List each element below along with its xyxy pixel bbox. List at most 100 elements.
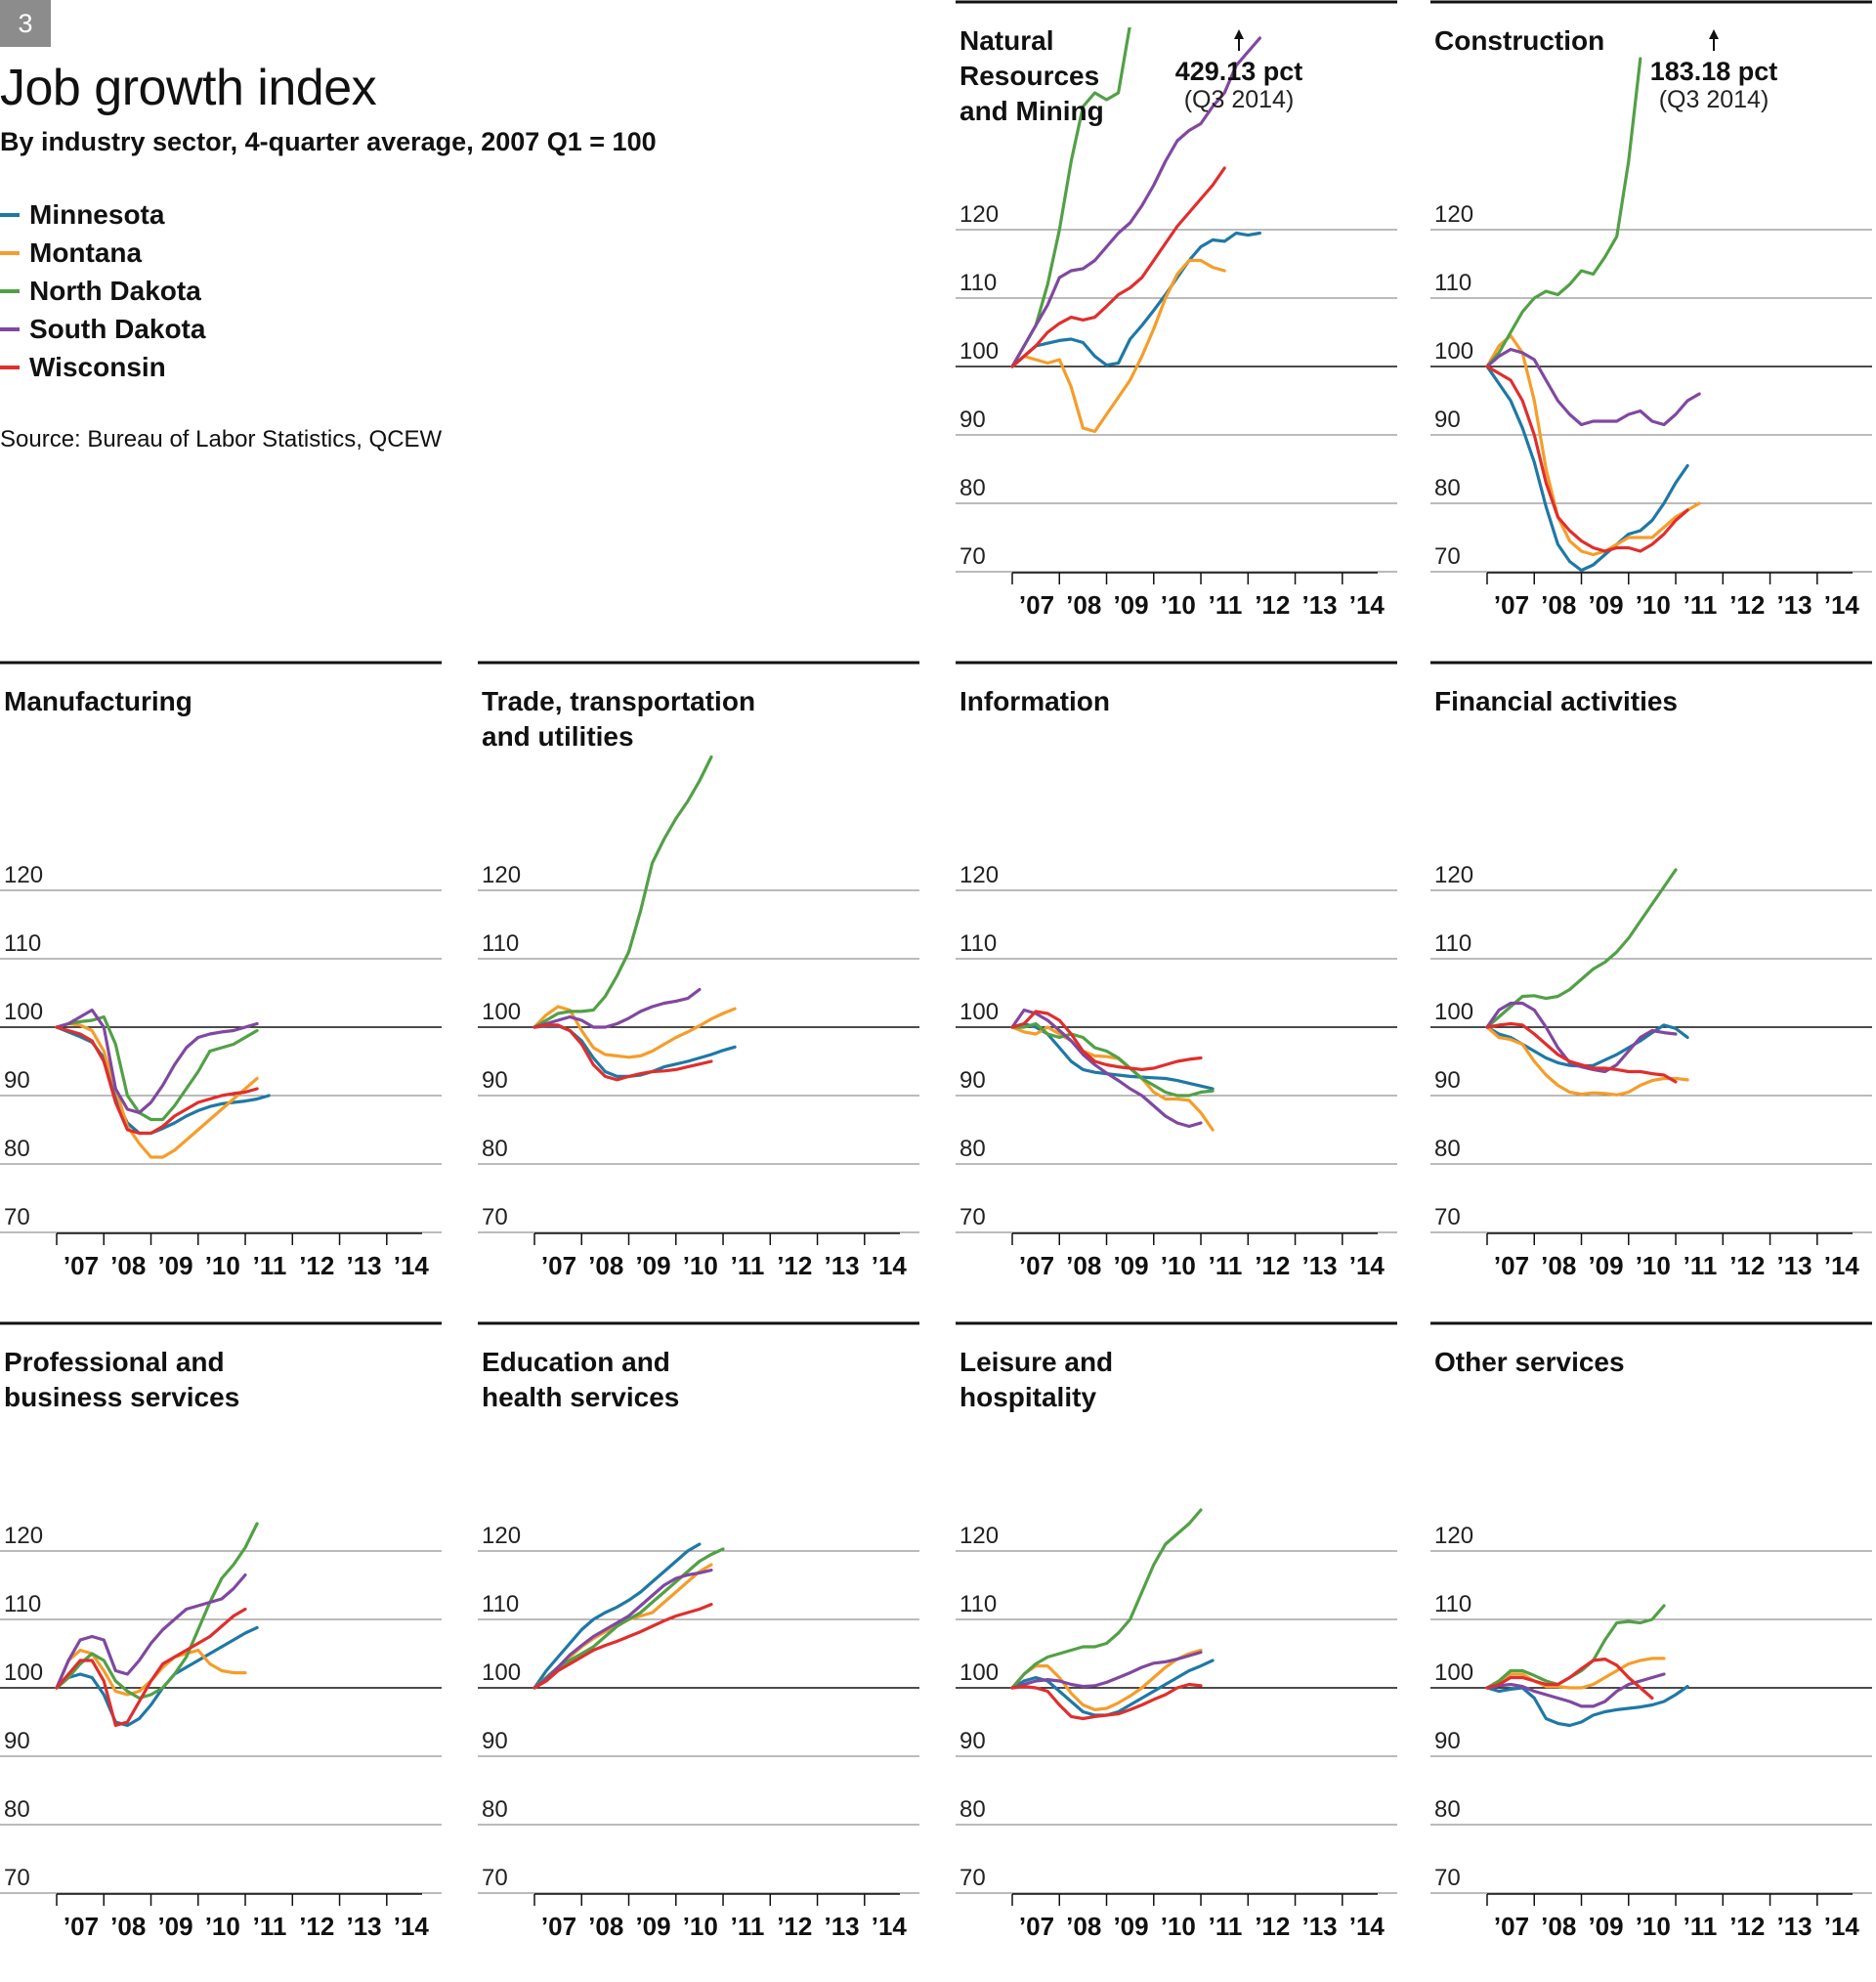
annotation-value: 429.13 pct: [1175, 57, 1303, 86]
y-tick-label: 80: [482, 1796, 508, 1823]
y-tick-label: 120: [1434, 201, 1473, 228]
x-tick-label: ’10: [205, 1251, 240, 1280]
x-tick-label: ’10: [683, 1912, 718, 1941]
x-tick-label: ’12: [1729, 1912, 1765, 1941]
y-tick-label: 80: [482, 1136, 508, 1162]
x-tick-label: ’14: [1824, 590, 1860, 620]
x-tick-label: ’14: [1349, 1251, 1386, 1280]
y-tick-label: 110: [959, 930, 997, 957]
x-tick-label: ’09: [1113, 1912, 1148, 1941]
y-tick-label: 100: [959, 338, 999, 365]
y-tick-label: 90: [1434, 1067, 1461, 1094]
y-tick-label: 70: [1434, 543, 1461, 570]
x-tick-label: ’12: [777, 1251, 812, 1280]
annotation-arrowhead: [1709, 29, 1719, 39]
x-tick-label: ’11: [1684, 1251, 1718, 1280]
x-tick-label: ’13: [346, 1912, 381, 1941]
series-line-minnesota: [533, 1542, 702, 1690]
series-line-wisconsin: [1485, 1658, 1654, 1701]
x-tick-label: ’13: [1776, 590, 1812, 620]
x-tick-label: ’10: [1161, 1912, 1196, 1941]
x-tick-label: ’12: [777, 1912, 812, 1941]
legend-item-south-dakota: South Dakota: [0, 310, 205, 348]
legend-swatch: [0, 250, 20, 255]
x-tick-label: ’08: [110, 1912, 146, 1941]
y-tick-label: 80: [4, 1796, 30, 1823]
x-tick-label: ’11: [1684, 1912, 1718, 1941]
series-line-north-dakota: [1010, 1021, 1215, 1098]
x-tick-label: ’07: [541, 1912, 576, 1941]
x-tick-label: ’10: [1636, 1251, 1671, 1280]
x-tick-label: ’14: [1349, 590, 1386, 620]
legend-item-minnesota: Minnesota: [0, 195, 205, 234]
y-tick-label: 90: [482, 1067, 508, 1094]
panel-6: 120 110 100 90 80 70 ’07 ’08 ’09 ’10 ’11 ’12 ’13 ’14 P…: [0, 1321, 442, 1982]
x-tick-label: ’14: [394, 1912, 430, 1941]
x-tick-label: ’09: [157, 1251, 192, 1280]
panel-title: Leisure and hospitality: [959, 1347, 1114, 1412]
x-tick-label: ’10: [683, 1251, 718, 1280]
y-tick-label: 100: [482, 1659, 521, 1686]
y-tick-label: 70: [482, 1204, 508, 1230]
legend-swatch: [0, 288, 20, 293]
x-tick-label: ’10: [1161, 1251, 1196, 1280]
x-tick-label: ’07: [1494, 590, 1529, 620]
series-line-south-dakota: [55, 1573, 247, 1690]
annotation-value: 183.18 pct: [1650, 57, 1778, 86]
y-tick-label: 70: [4, 1865, 30, 1891]
annotation-note: (Q3 2014): [1184, 86, 1295, 113]
x-tick-label: ’11: [1684, 590, 1718, 620]
x-tick-label: ’08: [588, 1251, 623, 1280]
y-tick-label: 90: [1434, 1728, 1461, 1754]
x-tick-label: ’14: [1824, 1251, 1860, 1280]
legend-item-montana: Montana: [0, 234, 205, 272]
legend-label: Montana: [29, 237, 143, 268]
y-tick-label: 70: [482, 1865, 508, 1891]
series-line-montana: [1485, 333, 1701, 557]
y-tick-label: 120: [1434, 862, 1473, 888]
series-line-south-dakota: [1485, 1001, 1678, 1074]
y-tick-label: 90: [959, 407, 986, 433]
x-tick-label: ’09: [635, 1912, 670, 1941]
legend-label: Minnesota: [29, 198, 165, 230]
panel-2: 120 110 100 90 80 70 ’07 ’08 ’09 ’10 ’11 ’12 ’13 ’14 M…: [0, 661, 442, 1321]
x-tick-label: ’13: [1776, 1251, 1812, 1280]
series-line-north-dakota: [1485, 57, 1642, 368]
x-tick-label: ’11: [731, 1251, 765, 1280]
x-tick-label: ’11: [1209, 1251, 1243, 1280]
legend-item-north-dakota: North Dakota: [0, 272, 205, 310]
panel-chart: 120 110 100 90 80 70 ’07 ’08 ’09 ’10 ’11 ’12 ’13 ’14: [478, 1321, 919, 1941]
panel-8: 120 110 100 90 80 70 ’07 ’08 ’09 ’10 ’11 ’12 ’13 ’14 L…: [956, 1321, 1397, 1982]
series-line-minnesota: [55, 1625, 259, 1728]
panel-5: 120 110 100 90 80 70 ’07 ’08 ’09 ’10 ’11 ’12 ’13 ’14 F…: [1430, 661, 1872, 1321]
x-tick-label: ’09: [1113, 1251, 1148, 1280]
y-tick-label: 100: [1434, 999, 1473, 1025]
y-tick-label: 120: [482, 1523, 521, 1549]
y-tick-label: 100: [1434, 1659, 1473, 1686]
x-tick-label: ’10: [205, 1912, 240, 1941]
x-tick-label: ’13: [824, 1912, 859, 1941]
series-line-south-dakota: [1485, 347, 1701, 427]
y-tick-label: 80: [959, 1136, 986, 1162]
y-tick-label: 100: [959, 1659, 999, 1686]
x-tick-label: ’08: [110, 1251, 146, 1280]
series-line-south-dakota: [55, 1008, 259, 1115]
figure-number-badge: 3: [0, 0, 51, 47]
x-tick-label: ’14: [1824, 1912, 1860, 1941]
x-tick-label: ’12: [299, 1251, 334, 1280]
panel-title: Natural Resources and Mining: [959, 25, 1104, 126]
panel-title: Manufacturing: [4, 686, 192, 716]
series-line-montana: [1010, 1648, 1203, 1711]
x-tick-label: ’10: [1636, 1912, 1671, 1941]
x-tick-label: ’07: [1019, 1251, 1054, 1280]
x-tick-label: ’11: [731, 1912, 765, 1941]
panel-chart: 120 110 100 90 80 70 ’07 ’08 ’09 ’10 ’11 ’12 ’13 ’14: [956, 661, 1397, 1280]
x-tick-label: ’07: [1494, 1251, 1529, 1280]
panel-9: 120 110 100 90 80 70 ’07 ’08 ’09 ’10 ’11 ’12 ’13 ’14 O…: [1430, 1321, 1872, 1982]
panel-chart: 120 110 100 90 80 70 ’07 ’08 ’09 ’10 ’11 ’12 ’13 ’14: [478, 661, 919, 1280]
x-tick-label: ’13: [1776, 1912, 1812, 1941]
series-line-wisconsin: [1485, 1021, 1678, 1084]
y-tick-label: 110: [959, 1591, 997, 1617]
x-tick-label: ’13: [346, 1251, 381, 1280]
x-tick-label: ’11: [1209, 1912, 1243, 1941]
